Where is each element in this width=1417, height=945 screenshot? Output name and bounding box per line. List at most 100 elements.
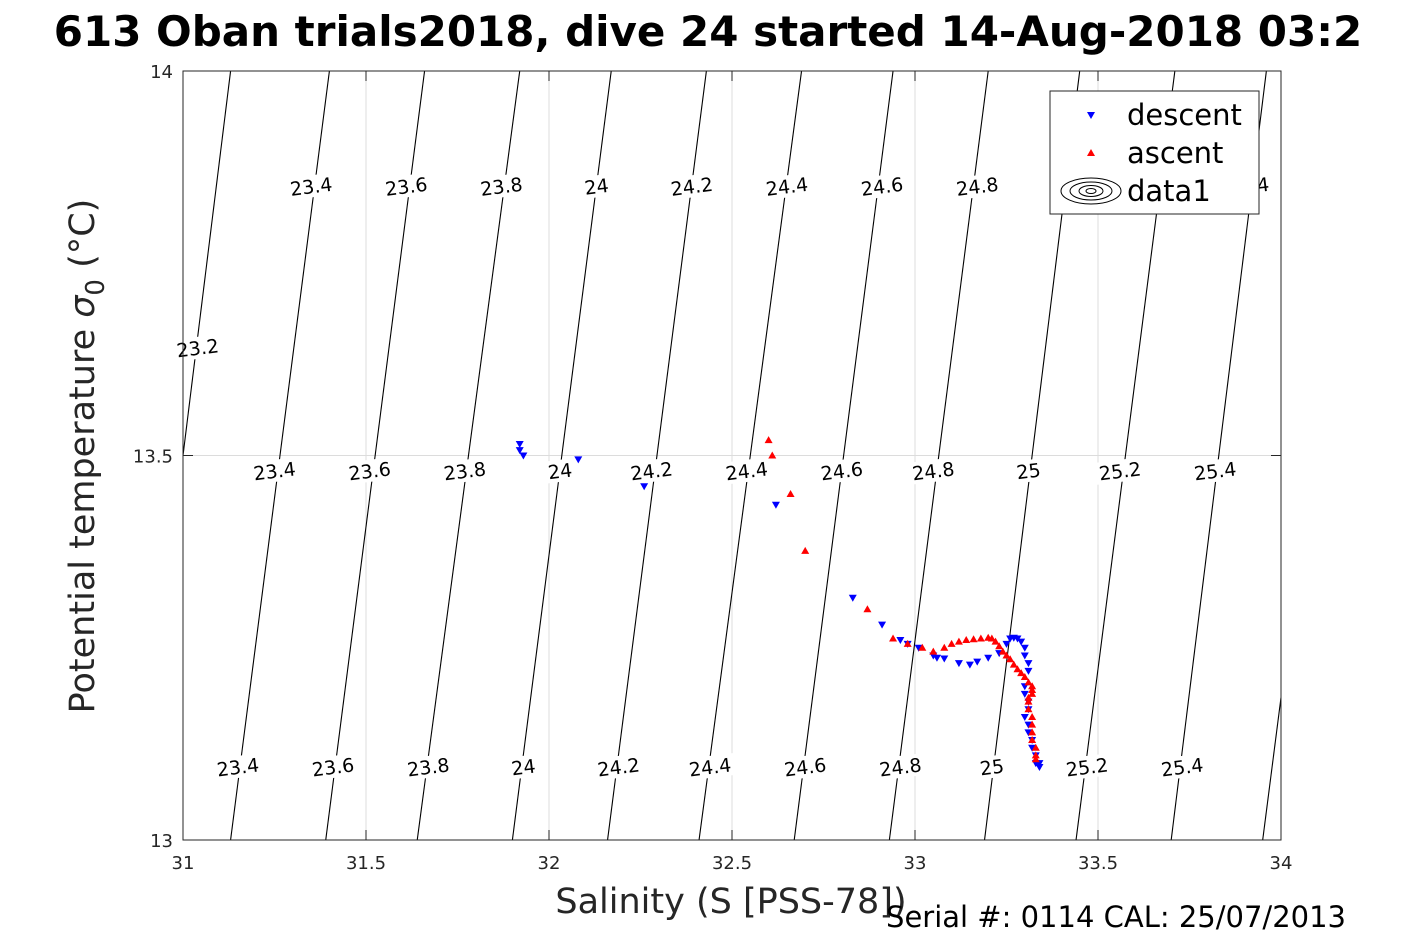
contour-label-bg <box>1156 752 1209 781</box>
y-tick-label: 14 <box>150 62 173 83</box>
descent-point <box>896 637 905 645</box>
descent-point <box>1024 667 1033 675</box>
contour-label-text: 23.6 <box>347 458 392 485</box>
contour-label-text: 24.2 <box>629 458 674 485</box>
density-contour-label: 24 <box>544 458 576 484</box>
ascent-point <box>947 639 956 647</box>
ascent-point <box>929 647 938 655</box>
legend: descent ascent data1 <box>1049 90 1260 215</box>
density-contour-label: 24.6 <box>815 456 868 485</box>
descent-point <box>771 501 780 509</box>
ascent-point <box>1031 743 1040 751</box>
contour-label-bg <box>211 752 265 781</box>
contour-label-bg <box>475 172 528 201</box>
contour-label-text: 25 <box>979 756 1006 781</box>
density-contour-label: 23.4 <box>284 172 338 201</box>
density-contour-line <box>607 71 707 840</box>
legend-marker-descent <box>1087 112 1095 119</box>
contour-label-text: 23.4 <box>216 754 261 781</box>
legend-marker-contour <box>1060 177 1122 205</box>
y-axis-label-prefix: Potential temperature <box>63 318 103 714</box>
density-contour-label: 24.4 <box>760 172 814 201</box>
contour-label-text: 25 <box>1015 459 1042 484</box>
contour-label-text: 24.6 <box>820 458 865 485</box>
contour-label-bg <box>1013 458 1044 484</box>
legend-box <box>1049 90 1260 215</box>
contour-label-bg <box>625 456 678 485</box>
ascent-point <box>962 636 971 644</box>
descent-point <box>848 594 857 602</box>
chart-title: 613 Oban trials2018, dive 24 started 14-… <box>54 7 1362 56</box>
contour-label-bg <box>1060 752 1114 781</box>
density-contour-label: 25.2 <box>1093 456 1147 485</box>
descent-point <box>1024 721 1033 729</box>
density-contour-label: 23.4 <box>211 752 265 781</box>
descent-point <box>932 654 941 662</box>
x-tick-label: 31 <box>172 853 195 874</box>
ascent-point <box>969 635 978 643</box>
descent-point <box>1024 729 1033 737</box>
density-contour-line <box>888 71 989 840</box>
contour-label-bg <box>284 172 338 201</box>
contour-label-bg <box>306 752 360 781</box>
ascent-point <box>1024 705 1033 713</box>
descent-point <box>519 452 528 460</box>
density-contour-line <box>183 71 232 460</box>
ascent-point <box>1028 720 1037 728</box>
ascent-point <box>1028 689 1037 697</box>
density-contour-line <box>511 71 612 840</box>
ascent-point <box>1031 755 1040 763</box>
ascent-point <box>1028 686 1037 694</box>
ascent-point <box>1002 651 1011 659</box>
contour-label-text: 24.8 <box>878 754 923 781</box>
density-contour-label: 24.4 <box>683 752 737 781</box>
density-contour-label: 24.8 <box>951 172 1004 201</box>
contour-label-text: 24.6 <box>860 174 905 201</box>
x-axis-label: Salinity (S [PSS-78]) <box>555 882 906 922</box>
contour-label-text: 23.8 <box>479 174 524 201</box>
descent-point <box>574 456 583 464</box>
density-contour-label: 24.8 <box>907 456 960 485</box>
ascent-point <box>1017 669 1026 677</box>
contour-label-bg <box>248 456 301 485</box>
ascent-point <box>1028 712 1037 720</box>
x-tick-label: 32.5 <box>712 853 752 874</box>
ascent-point <box>987 634 996 642</box>
contour-label-text: 25.4 <box>1193 458 1238 485</box>
density-contour-label: 23.4 <box>248 456 301 485</box>
contour-label-bg <box>683 752 737 781</box>
density-contour-label: 24.6 <box>779 752 832 781</box>
serial-calibration-footer: Serial #: 0114 CAL: 25/07/2013 <box>886 900 1346 934</box>
density-contour-label: 25.2 <box>1060 752 1114 781</box>
density-contour-line <box>416 71 521 840</box>
density-contour-label: 25 <box>976 754 1008 781</box>
ascent-point <box>1028 728 1037 736</box>
ascent-point <box>1020 672 1029 680</box>
density-contour-label: 24 <box>508 754 539 780</box>
contour-label-bg <box>402 752 455 781</box>
contour-label-bg <box>665 172 718 201</box>
contour-label-text: 25.2 <box>1098 458 1143 485</box>
contour-label-bg <box>855 172 909 201</box>
descent-point <box>1035 763 1044 771</box>
legend-marker-contour <box>1069 181 1113 201</box>
density-contour-label: 23.2 <box>171 333 224 362</box>
density-contour-label: 24.8 <box>874 752 927 781</box>
contour-label-bg <box>779 752 832 781</box>
ascent-point <box>1028 736 1037 744</box>
density-contours <box>183 71 1281 840</box>
contour-label-text: 24.4 <box>688 754 733 781</box>
descent-point <box>1024 660 1033 668</box>
legend-marker-ascent <box>1087 149 1095 156</box>
contour-label-bg <box>544 458 576 484</box>
density-contour-label: 23.6 <box>306 752 360 781</box>
descent-point <box>940 655 949 663</box>
density-contour-label: 24.2 <box>665 172 718 201</box>
contour-label-text: 24.4 <box>765 174 810 201</box>
contour-label-bg <box>1188 456 1242 485</box>
contour-label-text: 23.6 <box>384 174 429 201</box>
descent-point <box>1020 644 1029 652</box>
contour-label-bg <box>438 456 491 485</box>
contour-label-bg <box>760 172 814 201</box>
ascent-point <box>1028 682 1037 690</box>
